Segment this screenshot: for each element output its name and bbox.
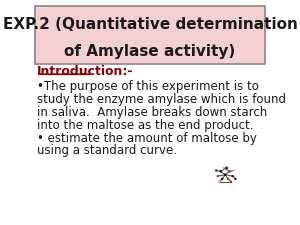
- Text: of Amylase activity): of Amylase activity): [64, 44, 236, 59]
- Circle shape: [231, 181, 232, 182]
- Text: • estimate the amount of maltose by: • estimate the amount of maltose by: [37, 132, 257, 145]
- Text: using a standard curve.: using a standard curve.: [37, 144, 177, 158]
- Text: •The purpose of this experiment is to: •The purpose of this experiment is to: [37, 81, 259, 93]
- Circle shape: [224, 174, 226, 175]
- Text: study the enzyme amylase which is found: study the enzyme amylase which is found: [37, 93, 286, 106]
- Circle shape: [219, 181, 220, 182]
- FancyBboxPatch shape: [35, 6, 265, 64]
- Circle shape: [232, 176, 233, 177]
- Circle shape: [235, 178, 236, 179]
- Circle shape: [227, 178, 229, 180]
- Text: Introduction:-: Introduction:-: [37, 65, 134, 78]
- Text: EXP.2 (Quantitative determination: EXP.2 (Quantitative determination: [3, 17, 297, 32]
- Circle shape: [222, 178, 223, 180]
- Circle shape: [220, 171, 221, 172]
- Circle shape: [216, 170, 217, 171]
- Circle shape: [217, 176, 218, 177]
- Text: into the maltose as the end product.: into the maltose as the end product.: [37, 119, 254, 132]
- Circle shape: [223, 167, 224, 168]
- Circle shape: [229, 171, 230, 172]
- Circle shape: [226, 167, 227, 168]
- Text: in saliva.  Amylase breaks down starch: in saliva. Amylase breaks down starch: [37, 106, 268, 119]
